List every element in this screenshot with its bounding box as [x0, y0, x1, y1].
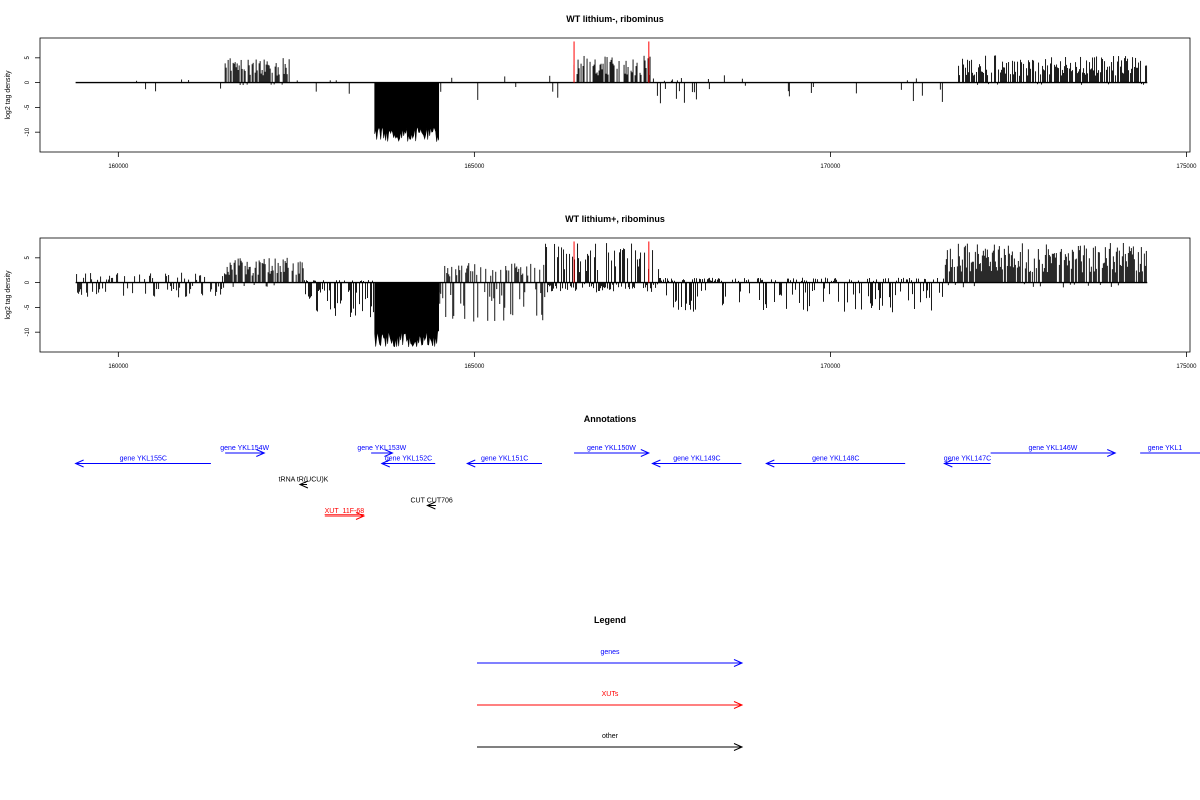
feature-label: CUT CUT706	[411, 498, 453, 505]
feature-label: gene YKL1	[1148, 445, 1183, 452]
feature-gene-ykl148c: gene YKL148C	[765, 456, 906, 468]
y-tick-label: -10	[25, 127, 31, 136]
y-axis-label: log2 tag density	[5, 270, 12, 320]
feature-gene-ykl146w: gene YKL146W	[990, 445, 1117, 457]
arrowhead-right-icon	[1107, 449, 1117, 457]
feature-label: gene YKL146W	[1028, 445, 1077, 452]
signal-block	[374, 82, 440, 142]
feature-label: XUT_11F-68	[325, 508, 365, 515]
x-tick-label: 170000	[820, 364, 841, 370]
y-axis-label: log2 tag density	[5, 70, 12, 120]
signal-block	[374, 282, 440, 348]
y-tick-label: 0	[25, 280, 31, 284]
arrowhead-left-icon	[943, 459, 953, 468]
signal-bars	[136, 55, 1148, 142]
feature-label: gene YKL147C	[944, 456, 991, 463]
arrowhead-left-icon	[298, 480, 309, 489]
x-tick-label: 160000	[108, 164, 129, 170]
feature-label: gene YKL155C	[120, 456, 167, 463]
arrowhead-right-icon	[355, 512, 366, 520]
feature-gene-ykl152c: gene YKL152C	[380, 456, 436, 468]
signal-panel-1: WT lithium-, ribominus 160000 165000 170000…	[5, 14, 1197, 170]
legend-title: Legend	[594, 615, 626, 625]
x-tick-label: 175000	[1176, 364, 1197, 370]
y-tick-label: -5	[25, 304, 31, 310]
legend-item-genes: genes	[477, 649, 744, 667]
arrowhead-left-icon	[380, 459, 390, 468]
arrowhead-right-icon	[256, 449, 266, 457]
signal-bars	[76, 242, 1147, 348]
plot-frame	[39, 37, 1191, 153]
feature-label: gene YKL150W	[587, 445, 636, 452]
x-tick-label: 175000	[1176, 164, 1197, 170]
feature-gene-ykl153w: gene YKL153W	[357, 445, 407, 457]
legend-label: XUTs	[602, 691, 619, 698]
arrowhead-right-icon	[640, 449, 651, 457]
panel-title: WT lithium+, ribominus	[565, 214, 665, 224]
legend-label: other	[602, 733, 619, 740]
y-tick-label: 0	[25, 80, 31, 84]
legend: Legend genes XUTs other	[477, 615, 744, 751]
feature-gene-ykl151c: gene YKL151C	[465, 456, 543, 468]
arrowhead-left-icon	[465, 459, 476, 468]
feature-label: gene YKL151C	[481, 456, 528, 463]
feature-cut-cut706: CUT CUT706	[411, 498, 453, 510]
legend-label: genes	[600, 649, 620, 656]
feature-label: gene YKL153W	[357, 445, 406, 452]
plot-frame	[39, 237, 1191, 353]
feature-gene-ykl150w: gene YKL150W	[574, 445, 651, 457]
legend-item-other: other	[477, 733, 744, 751]
annotations-title: Annotations	[584, 414, 637, 424]
annotations-panel: Annotations gene YKL155C gene YKL154W tRNA …	[74, 414, 1200, 520]
x-tick-label: 165000	[464, 164, 485, 170]
feature-gene-ykl149c: gene YKL149C	[651, 456, 742, 468]
feature-gene-ykl154w: gene YKL154W	[220, 445, 270, 457]
feature-label: tRNA tR(UCU)K	[279, 477, 329, 484]
arrowhead-right-icon	[733, 743, 744, 751]
x-tick-label: 160000	[108, 364, 129, 370]
y-tick-label: -10	[25, 327, 31, 336]
signal-panel-2: WT lithium+, ribominus 160000 165000 170000…	[5, 214, 1197, 370]
arrowhead-left-icon	[651, 459, 661, 468]
arrowhead-left-icon	[426, 501, 436, 510]
feature-label: gene YKL148C	[812, 456, 859, 463]
y-tick-label: 5	[25, 55, 31, 59]
feature-gene-ykl1: gene YKL1	[1140, 445, 1200, 454]
feature-gene-ykl155c: gene YKL155C	[74, 456, 211, 468]
feature-gene-ykl147c: gene YKL147C	[943, 456, 991, 468]
feature-label: gene YKL152C	[385, 456, 432, 463]
feature-label: gene YKL149C	[673, 456, 720, 463]
arrowhead-right-icon	[733, 701, 744, 709]
y-tick-label: 5	[25, 255, 31, 259]
legend-item-xuts: XUTs	[477, 691, 744, 709]
x-tick-label: 170000	[820, 164, 841, 170]
panel-title: WT lithium-, ribominus	[566, 14, 664, 24]
arrowhead-right-icon	[384, 449, 394, 457]
arrowhead-left-icon	[74, 459, 84, 468]
feature-label: gene YKL154W	[220, 445, 269, 452]
arrowhead-right-icon	[733, 659, 744, 667]
feature-xut-11f-68: XUT_11F-68	[325, 508, 366, 520]
feature-trna-tr-ucu-k: tRNA tR(UCU)K	[279, 477, 329, 489]
y-tick-label: -5	[25, 104, 31, 110]
arrowhead-left-icon	[765, 459, 775, 468]
x-tick-label: 165000	[464, 364, 485, 370]
